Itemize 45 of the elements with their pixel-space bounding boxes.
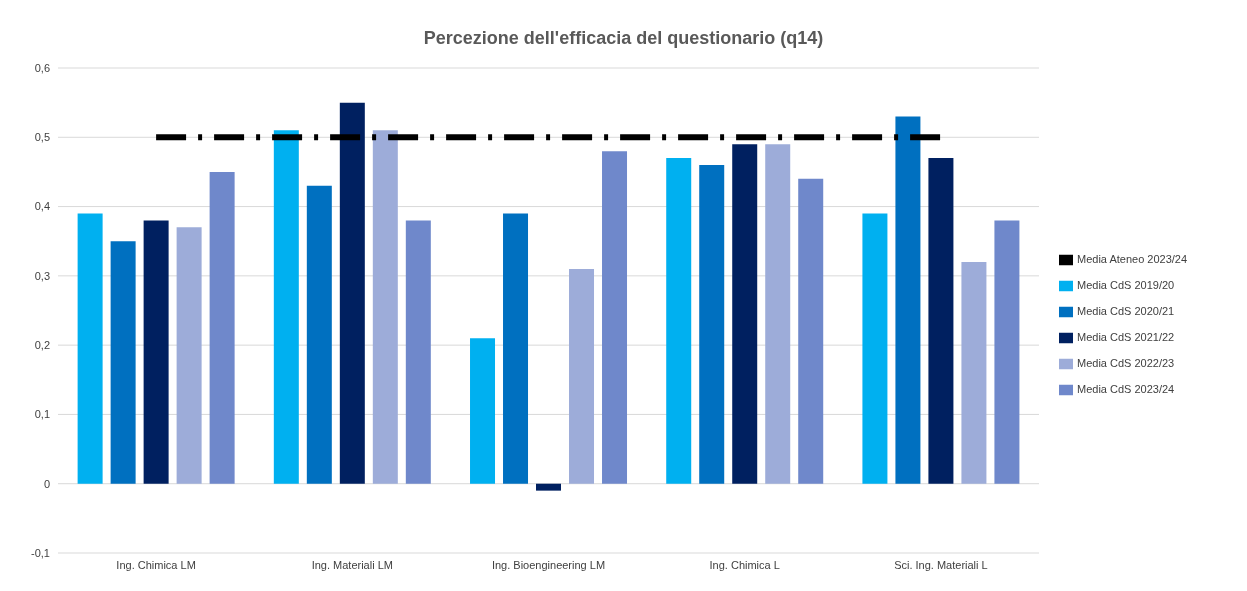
bar (143, 220, 169, 484)
x-tick-label: Ing. Materiali LM (311, 558, 393, 571)
x-tick-label: Ing. Chimica LM (116, 558, 196, 571)
x-tick-label: Sci. Ing. Materiali L (894, 558, 988, 571)
bar (961, 262, 987, 484)
y-tick-label: 0,1 (34, 408, 50, 421)
bar (928, 158, 954, 484)
bar (405, 220, 431, 484)
legend-label: Media Ateneo 2023/24 (1077, 252, 1188, 265)
bar (536, 483, 562, 491)
bar (569, 268, 595, 484)
bar (372, 130, 398, 484)
y-tick-label: 0,6 (34, 61, 50, 74)
chart-title: Percezione dell'efficacia del questionario (q14) (423, 28, 824, 48)
y-tick-label: 0,3 (34, 269, 50, 282)
bar (602, 151, 628, 484)
legend-label: Media CdS 2019/20 (1077, 278, 1175, 291)
legend-label: Media CdS 2020/21 (1077, 304, 1175, 317)
legend-label: Media CdS 2023/24 (1077, 382, 1175, 395)
bar (470, 338, 496, 484)
bar (994, 220, 1020, 484)
bar (666, 158, 692, 484)
bar (798, 178, 824, 484)
bar (895, 116, 921, 484)
bar (862, 213, 888, 484)
x-tick-label: Ing. Chimica L (709, 558, 780, 571)
bar (503, 213, 529, 484)
x-tick-label: Ing. Bioengineering LM (491, 558, 606, 571)
y-tick-label: 0,4 (34, 200, 50, 213)
y-tick-label: 0,2 (34, 339, 50, 352)
bar (110, 241, 136, 484)
bar (209, 171, 235, 484)
bar (765, 144, 791, 484)
legend-label: Media CdS 2021/22 (1077, 330, 1175, 343)
bar (176, 227, 202, 484)
bar (273, 130, 299, 484)
y-tick-label: -0,1 (31, 546, 50, 559)
bar (699, 165, 725, 484)
bar (306, 185, 332, 484)
legend-label: Media CdS 2022/23 (1077, 356, 1175, 369)
y-tick-label: 0 (43, 477, 50, 490)
bar (77, 213, 103, 484)
y-tick-label: 0,5 (34, 131, 50, 144)
bar (732, 144, 758, 484)
bar (339, 102, 365, 484)
